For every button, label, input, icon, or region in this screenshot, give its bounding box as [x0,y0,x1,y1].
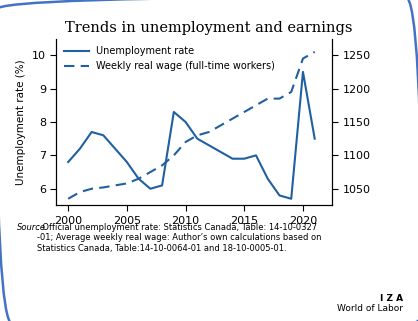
Text: World of Labor: World of Labor [337,304,403,313]
Y-axis label: Unemployment rate (%): Unemployment rate (%) [16,59,26,185]
Text: Trends in unemployment and earnings: Trends in unemployment and earnings [65,21,353,35]
Text: : Official unemployment rate: Statistics Canada, Table: 14-10-0327
-01; Average : : Official unemployment rate: Statistics… [37,223,321,253]
Legend: Unemployment rate, Weekly real wage (full-time workers): Unemployment rate, Weekly real wage (ful… [61,43,278,74]
Text: Source: Source [17,223,46,232]
Text: I Z A: I Z A [380,294,403,303]
